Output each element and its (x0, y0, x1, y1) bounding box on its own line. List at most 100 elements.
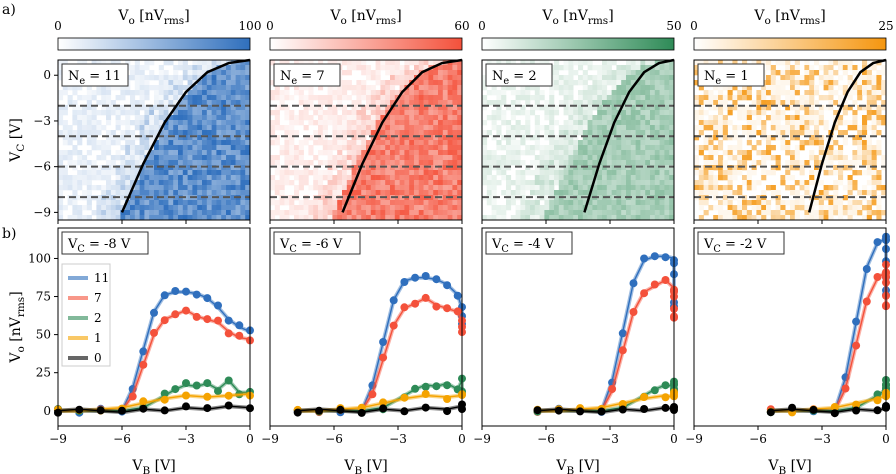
heatmap-cell (452, 75, 458, 81)
data-line (57, 405, 251, 414)
heatmap-cell (761, 205, 767, 211)
heatmap-cell (568, 105, 574, 111)
heatmap-cell (578, 60, 584, 66)
heatmap-cell (452, 130, 458, 136)
heatmap-cell (587, 85, 593, 91)
heatmap-cell (182, 70, 188, 76)
heatmap-cell (602, 140, 608, 146)
heatmap-cell (178, 115, 184, 121)
heatmap-cell (139, 170, 145, 176)
heatmap-cell (654, 175, 660, 181)
heatmap-cell (501, 60, 507, 66)
heatmap-cell (554, 140, 560, 146)
heatmap-cell (134, 205, 140, 211)
heatmap-cell (418, 200, 424, 206)
heatmap-cell (313, 95, 319, 101)
heatmap-cell (447, 110, 453, 116)
heatmap-cell (356, 85, 362, 91)
heatmap-cell (394, 120, 400, 126)
heatmap-cell (602, 60, 608, 66)
heatmap-cell (659, 125, 665, 131)
heatmap-cell (809, 85, 815, 91)
heatmap-cell (592, 130, 598, 136)
heatmap-cell (708, 115, 714, 121)
heatmap-cell (718, 185, 724, 191)
data-point (379, 338, 388, 346)
heatmap-cell (447, 205, 453, 211)
heatmap-cell (235, 175, 241, 181)
heatmap-cell (756, 90, 762, 96)
heatmap-cell (718, 175, 724, 181)
data-point (650, 280, 659, 289)
heatmap-cell (630, 170, 636, 176)
heatmap-cell (847, 80, 853, 86)
heatmap-cell (274, 170, 280, 176)
heatmap-cell (327, 205, 333, 211)
heatmap-cell (361, 175, 367, 181)
heatmap-cell (539, 90, 545, 96)
heatmap-cell (611, 155, 617, 161)
heatmap-cell (597, 185, 603, 191)
heatmap-cell (818, 115, 824, 121)
heatmap-cell (635, 155, 641, 161)
heatmap-cell (694, 60, 700, 66)
heatmap-cell (592, 180, 598, 186)
heatmap-cell (554, 190, 560, 196)
heatmap-cell (423, 115, 429, 121)
heatmap-cell (664, 90, 670, 96)
heatmap-cell (96, 165, 102, 171)
heatmap-cell (857, 140, 863, 146)
heatmap-cell (703, 95, 709, 101)
heatmap-cell (664, 140, 670, 146)
heatmap-cell (587, 165, 593, 171)
heatmap-cell (703, 125, 709, 131)
heatmap-cell (491, 215, 497, 221)
heatmap-cell (418, 110, 424, 116)
heatmap-cell (833, 165, 839, 171)
heatmap-cell (630, 65, 636, 71)
heatmap-cell (866, 100, 872, 106)
heatmap-cell (134, 80, 140, 86)
heatmap-cell (318, 140, 324, 146)
heatmap-cell (351, 200, 357, 206)
heatmap-cell (433, 110, 439, 116)
heatmap-cell (722, 95, 728, 101)
heatmap-cell (780, 60, 786, 66)
heatmap-cell (390, 130, 396, 136)
heatmap-cell (549, 210, 555, 216)
heatmap-cell (833, 100, 839, 106)
heatmap-cell (544, 170, 550, 176)
heatmap-cell (654, 145, 660, 151)
heatmap-cell (452, 160, 458, 166)
heatmap-cell (713, 135, 719, 141)
heatmap-cell (158, 130, 164, 136)
heatmap-cell (187, 100, 193, 106)
data-point (224, 376, 233, 385)
heatmap-cell (332, 190, 338, 196)
heatmap-cell (308, 215, 314, 221)
heatmap-cell (120, 95, 126, 101)
heatmap-cell (501, 145, 507, 151)
heatmap-cell (756, 180, 762, 186)
heatmap-cell (327, 105, 333, 111)
heatmap-cell (202, 80, 208, 86)
heatmap-cell (650, 90, 656, 96)
heatmap-cell (790, 150, 796, 156)
colorbar-label: Vo [nVrms] (541, 8, 613, 27)
heatmap-cell (833, 125, 839, 131)
heatmap-cell (226, 90, 232, 96)
heatmap-cell (823, 120, 829, 126)
heatmap-cell (785, 215, 791, 221)
heatmap-cell (554, 210, 560, 216)
heatmap-cell (221, 130, 227, 136)
heatmap-cell (761, 150, 767, 156)
heatmap-cell (544, 60, 550, 66)
heatmap-cell (173, 205, 179, 211)
heatmap-cell (871, 200, 877, 206)
heatmap-cell (515, 130, 521, 136)
heatmap-cell (202, 85, 208, 91)
heatmap-cell (718, 200, 724, 206)
heatmap-frame (481, 59, 675, 221)
heatmap-cell (587, 210, 593, 216)
heatmap-cell (823, 155, 829, 161)
